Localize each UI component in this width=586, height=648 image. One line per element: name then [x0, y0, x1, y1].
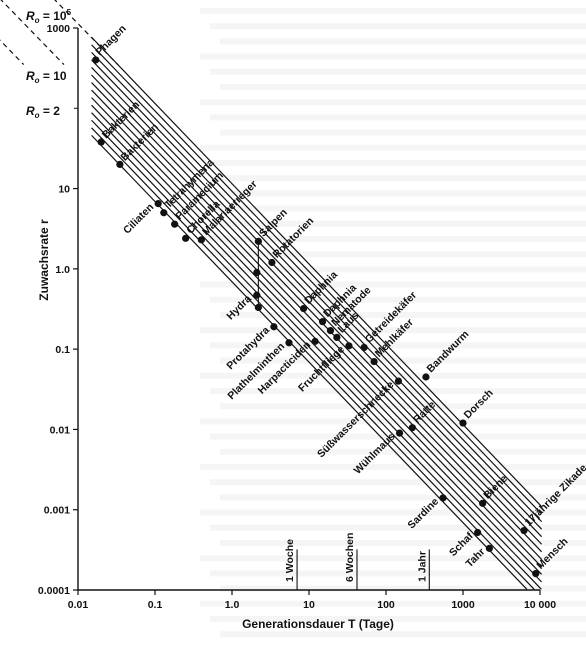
reference-line — [91, 51, 543, 523]
data-point — [160, 209, 168, 217]
r0-dashed-line — [0, 39, 25, 66]
r0-label: Ro = 2 — [26, 104, 60, 120]
data-point — [345, 342, 353, 350]
x-tick-label: 0.1 — [148, 599, 163, 611]
diagonal-reference-lines — [0, 0, 543, 590]
reference-line — [91, 127, 535, 590]
time-marker-label: 1 Jahr — [416, 551, 428, 582]
point-label: Wühlmaus — [352, 431, 398, 477]
data-point — [268, 258, 276, 267]
reference-line — [91, 97, 543, 568]
reference-line — [91, 119, 542, 590]
point-label: 17jährige Zikade — [523, 462, 586, 529]
reference-line — [91, 36, 543, 507]
point-label: Dorsch — [462, 387, 496, 421]
time-marker-label: 1 Woche — [284, 539, 296, 582]
y-tick-label: 10 — [58, 184, 70, 196]
point-label: Ciliaten — [121, 201, 156, 236]
reference-line — [91, 74, 543, 545]
data-point — [370, 357, 378, 366]
data-point — [459, 419, 467, 427]
point-label: Hydra — [224, 293, 254, 323]
data-point — [311, 337, 319, 345]
data-point — [360, 343, 368, 352]
y-tick-label: 1.0 — [55, 264, 70, 276]
y-tick-label: 0.1 — [55, 344, 70, 356]
axis-ticks: 0.01 0.1 1.0 10 100 1000 10 000 0.0001 0.001 0.01… — [38, 23, 556, 611]
data-point — [285, 339, 293, 347]
reference-line — [91, 89, 543, 560]
data-point — [474, 528, 482, 537]
x-tick-label: 10 — [303, 599, 315, 611]
data-point — [154, 199, 162, 208]
y-axis-title: Zuwachsrate r — [37, 219, 51, 301]
x-tick-label: 1.0 — [225, 599, 240, 611]
data-point — [422, 373, 430, 381]
data-point — [97, 138, 105, 146]
x-tick-label: 100 — [377, 599, 395, 611]
data-point — [182, 234, 190, 242]
r0-labels: Ro = 105 Ro = 10 Ro = 2 — [26, 8, 72, 120]
data-point — [254, 237, 262, 245]
reference-line — [91, 44, 543, 515]
reference-line — [91, 82, 543, 553]
reference-line — [91, 67, 543, 538]
data-point — [520, 526, 528, 535]
data-point — [532, 570, 540, 578]
data-point — [479, 499, 487, 507]
x-tick-label: 10 000 — [524, 599, 556, 611]
reference-line — [91, 112, 543, 583]
data-point — [439, 494, 447, 502]
data-point — [116, 160, 124, 169]
data-points — [92, 56, 540, 578]
x-tick-label: 1000 — [451, 599, 475, 611]
data-point — [333, 333, 341, 342]
point-label: Bandwurm — [425, 328, 472, 375]
data-point — [408, 424, 416, 432]
data-point — [254, 303, 262, 312]
y-tick-label: 1000 — [47, 23, 71, 35]
data-point — [394, 377, 403, 385]
r0-label: Ro = 105 — [26, 8, 72, 25]
data-point — [318, 318, 327, 326]
point-label: Phagen — [93, 23, 128, 58]
x-tick-label: 0.01 — [68, 599, 89, 611]
r0-label: Ro = 10 — [26, 69, 67, 85]
data-point — [253, 291, 261, 299]
data-point — [299, 304, 308, 313]
data-point — [253, 268, 261, 277]
data-point — [92, 56, 100, 64]
point-label: Bakterien — [119, 121, 161, 163]
y-tick-label: 0.01 — [50, 424, 71, 436]
x-axis-title: Generationsdauer T (Tage) — [242, 617, 394, 631]
data-point — [171, 220, 179, 228]
data-point — [395, 429, 404, 437]
r0-dashed-line — [54, 0, 119, 66]
point-label: Sardine — [405, 496, 441, 532]
reference-line — [91, 59, 543, 530]
data-point — [270, 323, 278, 331]
point-label: Mensch — [534, 536, 570, 572]
time-marker-label: 6 Wochen — [344, 533, 356, 582]
y-tick-label: 0.001 — [44, 505, 70, 517]
point-label: Tahr — [463, 546, 487, 570]
data-point — [485, 544, 493, 552]
data-point — [326, 327, 335, 335]
data-point — [197, 236, 205, 244]
y-tick-label: 0.0001 — [38, 585, 70, 597]
r0-dashed-line — [0, 0, 65, 66]
